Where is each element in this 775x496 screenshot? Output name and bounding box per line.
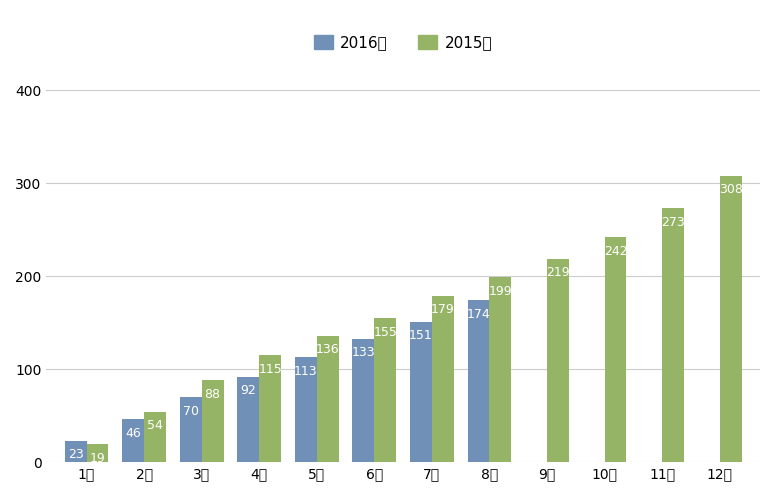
Bar	[720, 176, 742, 462]
Bar	[467, 301, 490, 462]
Bar	[144, 412, 166, 462]
Bar	[432, 296, 454, 462]
Bar	[237, 376, 259, 462]
Bar	[374, 318, 396, 462]
Bar	[662, 208, 684, 462]
Text: 54: 54	[147, 420, 163, 433]
Bar	[259, 355, 281, 462]
Text: 219: 219	[546, 266, 570, 279]
Text: 133: 133	[352, 346, 375, 359]
Bar	[353, 339, 374, 462]
Bar	[490, 277, 512, 462]
Text: 151: 151	[409, 329, 432, 342]
Text: 155: 155	[374, 325, 398, 339]
Bar	[410, 322, 432, 462]
Text: 113: 113	[294, 365, 318, 377]
Text: 174: 174	[467, 308, 491, 321]
Bar	[122, 420, 144, 462]
Text: 199: 199	[488, 285, 512, 298]
Text: 179: 179	[431, 303, 455, 316]
Text: 23: 23	[67, 448, 84, 461]
Text: 46: 46	[126, 427, 141, 440]
Text: 115: 115	[258, 363, 282, 375]
Bar	[180, 397, 202, 462]
Text: 308: 308	[718, 184, 742, 196]
Text: 70: 70	[183, 405, 198, 418]
Bar	[547, 258, 569, 462]
Text: 92: 92	[240, 384, 257, 397]
Bar	[64, 441, 87, 462]
Text: 242: 242	[604, 245, 627, 258]
Text: 136: 136	[316, 343, 339, 356]
Bar	[604, 237, 626, 462]
Text: 88: 88	[205, 388, 221, 401]
Bar	[202, 380, 223, 462]
Legend: 2016年, 2015年: 2016年, 2015年	[308, 29, 498, 56]
Text: 19: 19	[90, 452, 105, 465]
Text: 273: 273	[661, 216, 685, 229]
Bar	[87, 444, 108, 462]
Bar	[295, 357, 317, 462]
Bar	[317, 336, 339, 462]
